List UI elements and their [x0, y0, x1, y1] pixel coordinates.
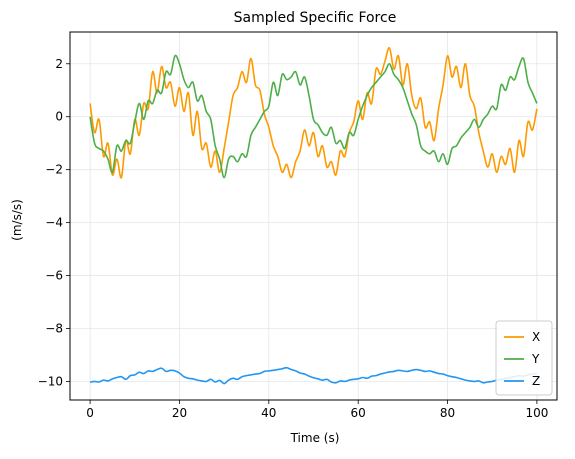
legend-label-x: X	[532, 330, 540, 344]
series-line-z	[89, 366, 537, 385]
x-tick-label: 100	[525, 406, 548, 420]
x-tick-label: 20	[172, 406, 187, 420]
legend-label-z: Z	[532, 374, 540, 388]
plot-frame	[69, 31, 558, 401]
x-tick-label: 40	[261, 406, 276, 420]
y-axis-ticks: 2 0 −2 −4 −6 −8 −10	[38, 57, 70, 388]
y-tick-label: −6	[45, 269, 63, 283]
x-tick-label: 0	[86, 406, 94, 420]
y-tick-label: −10	[38, 374, 63, 388]
series-line-x	[89, 47, 538, 179]
x-tick-label: 60	[351, 406, 366, 420]
y-tick-label: −2	[45, 163, 63, 177]
y-tick-label: 2	[55, 57, 63, 71]
y-axis-label: (m/s/s)	[10, 199, 24, 241]
x-axis-label: Time (s)	[290, 431, 340, 445]
chart-title: Sampled Specific Force	[234, 10, 397, 26]
x-tick-label: 80	[440, 406, 455, 420]
y-tick-label: 0	[55, 110, 63, 124]
legend-label-y: Y	[531, 352, 540, 366]
legend: XYZ	[495, 320, 553, 396]
y-tick-label: −8	[45, 322, 63, 336]
grid	[70, 32, 557, 400]
series-lines	[89, 47, 538, 385]
x-axis-ticks: 0 20 40 60 80 100	[86, 400, 548, 420]
y-tick-label: −4	[45, 216, 63, 230]
legend-box	[495, 320, 553, 396]
series-line-y	[89, 54, 538, 179]
